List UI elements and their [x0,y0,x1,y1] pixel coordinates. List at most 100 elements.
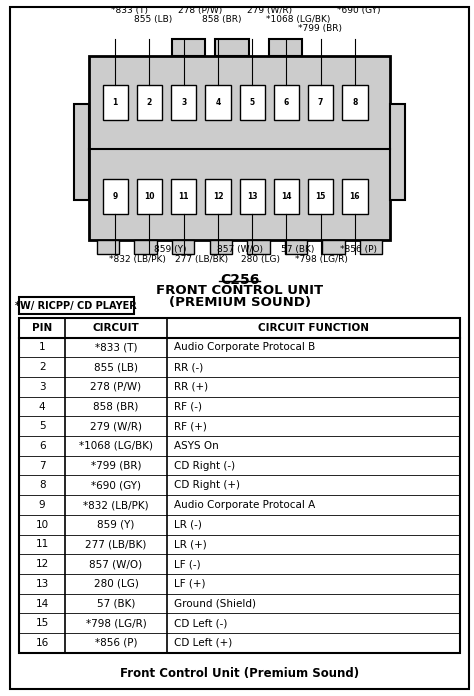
Text: (PREMIUM SOUND): (PREMIUM SOUND) [169,296,310,310]
Text: *690 (GY): *690 (GY) [337,6,381,15]
Text: 8: 8 [39,480,46,491]
Text: *798 (LG/R): *798 (LG/R) [86,618,146,628]
Text: *1068 (LG/BK): *1068 (LG/BK) [266,15,331,24]
Text: 14: 14 [36,599,49,608]
Text: Ground (Shield): Ground (Shield) [174,599,256,608]
Text: LR (-): LR (-) [174,520,202,530]
Text: *690 (GY): *690 (GY) [91,480,141,491]
Bar [239,180,265,214]
Text: Front Control Unit (Premium Sound): Front Control Unit (Premium Sound) [120,667,359,679]
Bar [269,39,302,56]
Text: 277 (LB/BK): 277 (LB/BK) [175,255,228,264]
Bar [308,86,333,120]
Bar [102,180,128,214]
Text: 12: 12 [36,559,49,569]
Text: RR (-): RR (-) [174,362,203,372]
Text: 4: 4 [39,402,46,411]
Text: 855 (LB): 855 (LB) [134,15,172,24]
Text: 15: 15 [316,192,326,201]
Text: 858 (BR): 858 (BR) [93,402,138,411]
Text: 855 (LB): 855 (LB) [94,362,138,372]
Text: *799 (BR): *799 (BR) [91,461,141,470]
Text: RF (-): RF (-) [174,402,202,411]
Text: 11: 11 [179,192,189,201]
Text: 1: 1 [113,98,118,107]
Bar [171,86,196,120]
Text: 16: 16 [350,192,360,201]
Text: 14: 14 [281,192,292,201]
Text: 9: 9 [113,192,118,201]
Text: 279 (W/R): 279 (W/R) [247,6,292,15]
Text: *1068 (LG/BK): *1068 (LG/BK) [79,441,153,451]
Text: CD Left (+): CD Left (+) [174,638,232,648]
Bar [171,180,196,214]
Text: 859 (Y): 859 (Y) [97,520,135,530]
Bar [172,39,205,56]
Text: 10: 10 [36,520,49,530]
Text: *856 (P): *856 (P) [95,638,137,648]
Text: 13: 13 [247,192,257,201]
Bar [172,240,194,254]
Text: 280 (LG): 280 (LG) [241,255,280,264]
Text: 57 (BK): 57 (BK) [281,245,314,254]
Bar [205,86,231,120]
Bar [342,180,367,214]
Text: LF (+): LF (+) [174,579,205,589]
Bar [74,104,90,200]
Bar [247,240,270,254]
Text: 3: 3 [181,98,186,107]
Text: 1: 1 [39,342,46,352]
Bar [390,104,405,200]
Bar [210,240,232,254]
Bar [137,180,162,214]
Text: *798 (LG/R): *798 (LG/R) [295,255,347,264]
Text: 857 (W/O): 857 (W/O) [90,559,143,569]
Text: *832 (LB/PK): *832 (LB/PK) [83,500,149,510]
Text: C256: C256 [220,273,259,287]
Text: LF (-): LF (-) [174,559,201,569]
Bar [239,86,265,120]
Text: Audio Corporate Protocal A: Audio Corporate Protocal A [174,500,315,510]
Bar [360,240,382,254]
Text: 277 (LB/BK): 277 (LB/BK) [85,539,146,549]
Text: 2: 2 [147,98,152,107]
Text: *856 (P): *856 (P) [340,245,377,254]
Text: CD Left (-): CD Left (-) [174,618,227,628]
Bar [274,86,299,120]
Text: Audio Corporate Protocal B: Audio Corporate Protocal B [174,342,315,352]
Text: 10: 10 [144,192,155,201]
Text: 3: 3 [39,382,46,392]
Text: CD Right (-): CD Right (-) [174,461,235,470]
Text: *832 (LB/PK): *832 (LB/PK) [109,255,166,264]
Text: 4: 4 [215,98,220,107]
Text: 9: 9 [39,500,46,510]
Text: CIRCUIT: CIRCUIT [92,323,139,333]
Text: 12: 12 [213,192,223,201]
Text: *833 (T): *833 (T) [111,6,148,15]
Text: 7: 7 [318,98,323,107]
Text: 859 (Y): 859 (Y) [154,245,186,254]
Bar [274,180,299,214]
Bar [215,39,249,56]
Text: *W/ RICPP/ CD PLAYER: *W/ RICPP/ CD PLAYER [16,301,137,310]
Bar [284,240,307,254]
Text: 278 (P/W): 278 (P/W) [178,6,222,15]
Text: ASYS On: ASYS On [174,441,219,451]
Text: 857 (W/O): 857 (W/O) [218,245,264,254]
Text: 5: 5 [250,98,255,107]
Text: 11: 11 [36,539,49,549]
Bar [342,86,367,120]
Text: 278 (P/W): 278 (P/W) [91,382,142,392]
Bar [308,180,333,214]
Bar [90,56,390,240]
Text: 858 (BR): 858 (BR) [202,15,241,24]
Text: 16: 16 [36,638,49,648]
Bar [137,86,162,120]
Text: PIN: PIN [32,323,52,333]
Text: 279 (W/R): 279 (W/R) [90,421,142,432]
Text: 6: 6 [284,98,289,107]
Bar [205,180,231,214]
Text: RR (+): RR (+) [174,382,208,392]
Text: 15: 15 [36,618,49,628]
Text: 2: 2 [39,362,46,372]
